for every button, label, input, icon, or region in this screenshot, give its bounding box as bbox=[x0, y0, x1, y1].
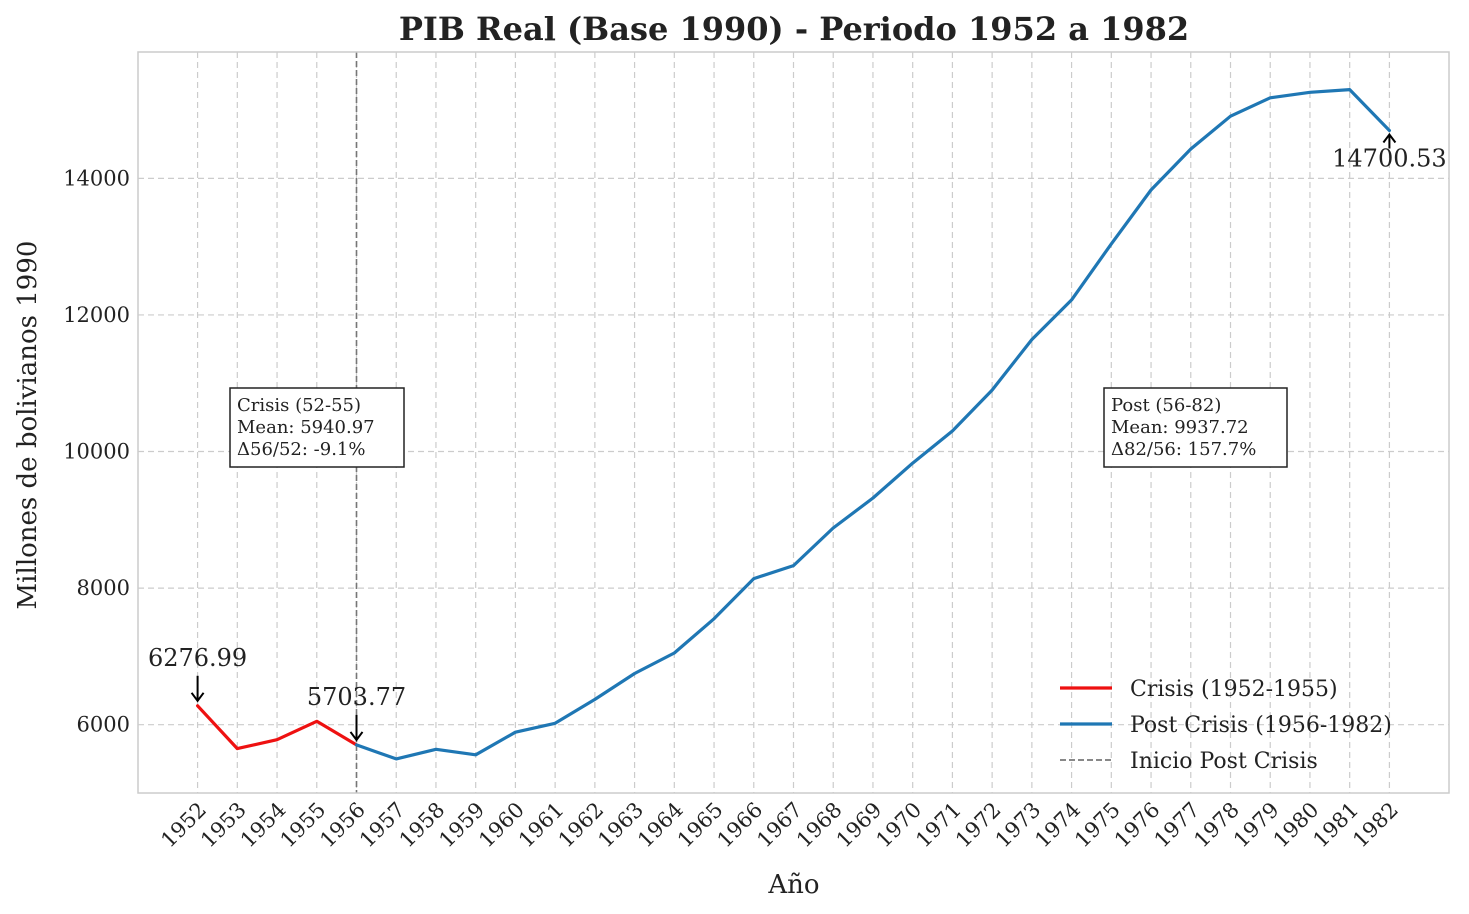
stats-box-line: Δ82/56: 157.7% bbox=[1111, 439, 1256, 460]
legend-label: Post Crisis (1956-1982) bbox=[1130, 713, 1392, 738]
annotation-label: 14700.53 bbox=[1332, 145, 1447, 173]
y-tick-label: 10000 bbox=[63, 440, 130, 464]
post-stats-box bbox=[1103, 387, 1288, 468]
annotation-label: 6276.99 bbox=[148, 644, 247, 672]
y-axis-label: Millones de bolivianos 1990 bbox=[13, 241, 43, 610]
x-axis-label: Año bbox=[767, 870, 819, 900]
series-layer bbox=[196, 87, 1392, 761]
stats-box-line: Δ56/52: -9.1% bbox=[237, 439, 365, 460]
annotation-layer: 6276.99 5703.77 14700.53 bbox=[148, 132, 1447, 742]
y-tick-label: 6000 bbox=[77, 713, 130, 737]
legend-label: Crisis (1952-1955) bbox=[1130, 677, 1338, 702]
y-tick-label: 14000 bbox=[63, 166, 130, 190]
post-crisis-series-line bbox=[354, 87, 1392, 761]
stats-box-line: Crisis (52-55) bbox=[237, 395, 361, 416]
y-tick-labels: 6000 8000 10000 12000 14000 bbox=[63, 166, 130, 736]
stats-box-line: Mean: 9937.72 bbox=[1111, 417, 1249, 438]
crisis-series-line bbox=[196, 704, 359, 751]
annotation-arrowhead bbox=[349, 731, 364, 742]
y-tick-label: 12000 bbox=[63, 303, 130, 327]
plot-frame bbox=[137, 51, 1450, 794]
legend-label: Inicio Post Crisis bbox=[1130, 749, 1318, 774]
y-tick-label: 8000 bbox=[77, 576, 130, 600]
annotation-arrowhead bbox=[190, 692, 205, 703]
annotation-arrowhead bbox=[1382, 132, 1397, 144]
stats-box-line: Post (56-82) bbox=[1111, 395, 1221, 416]
grid-lines bbox=[138, 52, 1449, 793]
legend: Crisis (1952-1955) Post Crisis (1956-1982… bbox=[1060, 677, 1392, 774]
chart-title: PIB Real (Base 1990) - Periodo 1952 a 19… bbox=[399, 10, 1189, 48]
crisis-stats-box bbox=[229, 387, 405, 468]
stats-box-line: Mean: 5940.97 bbox=[237, 417, 375, 438]
annotation-label: 5703.77 bbox=[307, 683, 406, 711]
